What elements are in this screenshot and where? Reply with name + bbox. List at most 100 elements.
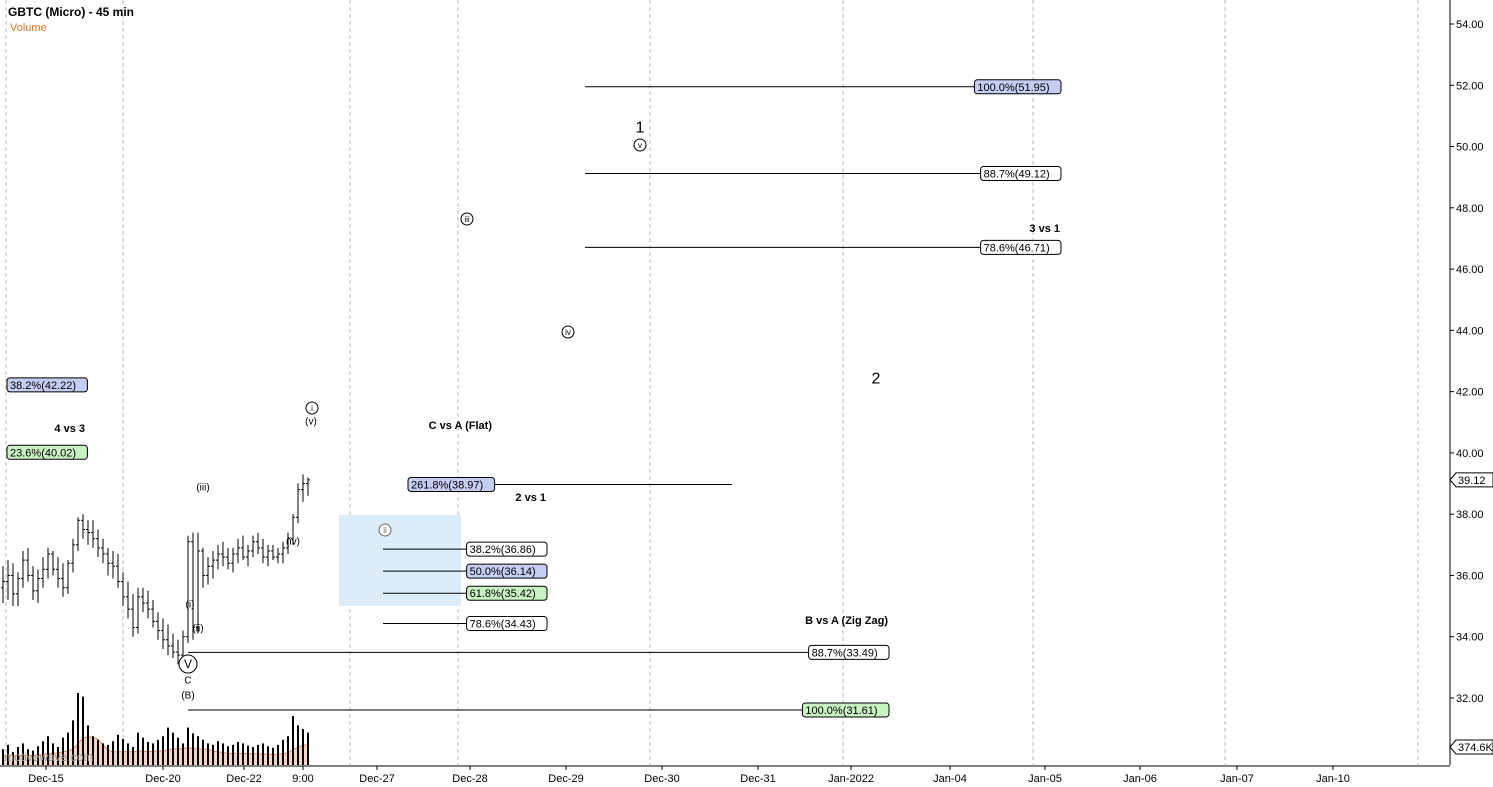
fib-group-title: 4 vs 3	[54, 423, 85, 435]
x-tick-label: Dec-31	[740, 773, 775, 785]
retracement-zone	[339, 515, 461, 606]
price-bar	[136, 587, 140, 634]
fib-level-label: 61.8%(35.42)	[470, 588, 536, 600]
price-bar	[206, 557, 210, 585]
price-bar	[251, 535, 255, 558]
fib-level[interactable]: 38.2%(36.86)	[383, 541, 548, 557]
fib-level-label-box	[801, 702, 890, 718]
y-tick-label: 32.00	[1456, 693, 1484, 705]
y-tick-label: 34.00	[1456, 632, 1484, 644]
wave-label[interactable]: C	[184, 676, 191, 687]
wave-label[interactable]: ii	[378, 523, 392, 537]
wave-label[interactable]: (i)	[186, 600, 195, 611]
wave-label-text: (i)	[186, 600, 195, 611]
fib-level[interactable]: 50.0%(36.14)	[383, 563, 548, 579]
price-bar	[121, 572, 125, 607]
wave-label-circle	[178, 654, 198, 674]
fib-level-label: 78.6%(34.43)	[470, 619, 536, 631]
fib-level[interactable]: 38.2%(42.22)	[6, 377, 88, 393]
wave-label-text: iii	[464, 215, 470, 224]
fib-level[interactable]: 88.7%(33.49)	[188, 644, 890, 660]
price-bar	[156, 612, 160, 640]
price-bar	[71, 538, 75, 573]
wave-label[interactable]: (iii)	[196, 483, 209, 494]
x-tick-label: Dec-29	[548, 773, 583, 785]
price-bar	[101, 538, 105, 564]
wave-label[interactable]: 2	[872, 371, 881, 388]
fib-group-title: 2 vs 1	[515, 492, 546, 504]
price-bar	[81, 514, 85, 539]
x-tick-label: 9:00	[292, 773, 313, 785]
volume-pane: motivewave.com	[2, 693, 309, 765]
fib-level[interactable]: 100.0%(31.61)	[188, 702, 890, 718]
fib-group-title: B vs A (Zig Zag)	[805, 615, 888, 627]
y-tick-label: 42.00	[1456, 387, 1484, 399]
last-price-tag	[1449, 472, 1493, 488]
fib-level[interactable]: 23.6%(40.02)	[6, 444, 88, 460]
price-bar	[176, 639, 180, 665]
wave-label[interactable]: iii	[460, 212, 474, 226]
price-bar	[246, 544, 250, 567]
fib-group-title: C vs A (Flat)	[429, 420, 493, 432]
wave-label[interactable]: (v)	[305, 417, 317, 428]
wave-label[interactable]: (B)	[181, 691, 194, 702]
price-bar	[201, 547, 205, 588]
wave-label-circle	[561, 325, 575, 339]
fib-level-label-box	[808, 644, 890, 660]
fib-level[interactable]: 78.6%(46.71)	[585, 239, 1062, 255]
wave-label-circle	[633, 138, 647, 152]
y-tick-label: 44.00	[1456, 325, 1484, 337]
price-bar	[171, 633, 175, 659]
price-bar	[296, 483, 300, 524]
price-bar	[231, 547, 235, 573]
x-tick-label: Dec-20	[145, 773, 180, 785]
price-bar	[276, 547, 280, 564]
price-bar	[61, 563, 65, 597]
x-tick-label: Jan-05	[1028, 773, 1062, 785]
x-tick-label: Dec-27	[359, 773, 394, 785]
fib-group-title: 3 vs 1	[1029, 223, 1060, 235]
wave-2-target-zone	[339, 515, 461, 606]
fib-level-label-box	[407, 476, 496, 492]
price-bar	[236, 538, 240, 564]
wave-label[interactable]: V	[178, 654, 198, 674]
fib-level-label-box	[466, 563, 548, 579]
fib-level[interactable]: 88.7%(49.12)	[585, 166, 1062, 182]
wave-label[interactable]: 1	[636, 120, 645, 137]
price-bars	[1, 474, 310, 665]
wave-label[interactable]: (ii)	[192, 624, 203, 635]
price-bar	[181, 630, 185, 659]
fib-level[interactable]: 61.8%(35.42)	[383, 585, 548, 601]
price-bar	[306, 477, 310, 496]
fib-level[interactable]: 261.8%(38.97)	[407, 476, 732, 492]
y-tick-label: 40.00	[1456, 448, 1484, 460]
wave-label[interactable]: (iv)	[286, 537, 300, 548]
fib-level-label-box	[466, 616, 548, 632]
volume-readout-label: 374.6K	[1458, 742, 1493, 754]
wave-label[interactable]: v	[633, 138, 647, 152]
chart-title: GBTC (Micro) - 45 min	[8, 5, 135, 19]
wave-label[interactable]: i	[305, 401, 319, 415]
grid	[5, 0, 1419, 765]
fib-level-label: 38.2%(36.86)	[470, 544, 536, 556]
y-tick-label: 38.00	[1456, 509, 1484, 521]
fib-level[interactable]: 100.0%(51.95)	[585, 79, 1062, 95]
price-bar	[291, 514, 295, 545]
fib-level-label-box	[980, 166, 1062, 182]
price-bar	[196, 532, 200, 634]
price-bar	[301, 474, 305, 502]
fib-level-label-box	[973, 79, 1062, 95]
price-bar	[96, 529, 100, 558]
y-tick-label: 52.00	[1456, 80, 1484, 92]
fib-level[interactable]: 78.6%(34.43)	[383, 616, 548, 632]
volume-indicator-label[interactable]: Volume	[10, 22, 47, 34]
price-bar	[31, 566, 35, 600]
price-bar	[281, 541, 285, 564]
y-tick-label: 46.00	[1456, 264, 1484, 276]
price-bar	[11, 563, 15, 607]
wave-labels: 1 v iii iv 2 i (v) (iii) (iv) ii (i) (ii) VC (B)	[178, 120, 881, 702]
wave-label[interactable]: iv	[561, 325, 575, 339]
price-bar	[131, 593, 135, 637]
price-bar	[166, 624, 170, 656]
